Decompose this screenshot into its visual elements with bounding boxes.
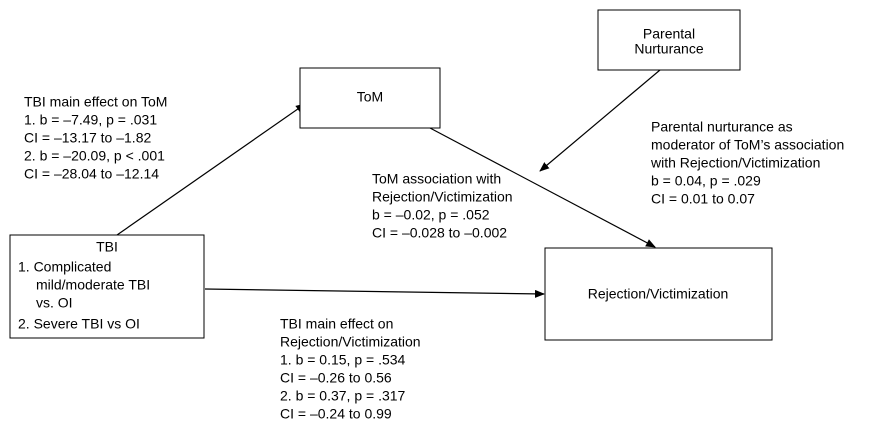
- node-label: Nurturance: [634, 41, 703, 57]
- annotation-line: ToM association with: [372, 171, 501, 187]
- annotation-line: moderator of ToM’s association: [651, 137, 844, 153]
- annotation-line: b = 0.04, p = .029: [651, 173, 761, 189]
- annotation-line: b = –0.02, p = .052: [372, 207, 490, 223]
- arrow: [116, 103, 306, 236]
- annotation-line: CI = –0.028 to –0.002: [372, 225, 507, 241]
- node-box: [9, 234, 205, 339]
- annotation-line: 1. b = 0.15, p = .534: [280, 352, 406, 368]
- arrow: [539, 69, 661, 172]
- arrow: [204, 288, 545, 298]
- node-label: Parental: [643, 26, 695, 42]
- node-item: mild/moderate TBI: [36, 277, 150, 293]
- arrow: [429, 127, 656, 248]
- node-item: 2. Severe TBI vs OI: [18, 316, 140, 332]
- node-box: [299, 67, 441, 129]
- annotation-line: CI = –13.17 to –1.82: [24, 130, 151, 146]
- annotation-line: 1. b = –7.49, p = .031: [24, 112, 157, 128]
- annotation-line: Rejection/Victimization: [280, 334, 421, 350]
- annotation-line: CI = 0.01 to 0.07: [651, 191, 755, 207]
- annotation-line: 2. b = –20.09, p < .001: [24, 148, 165, 164]
- annotation-line: Parental nurturance as: [651, 119, 793, 135]
- annotation-line: TBI main effect on ToM: [24, 94, 167, 110]
- node-box: [597, 9, 741, 71]
- annotation-line: with Rejection/Victimization: [650, 155, 820, 171]
- annotation-line: 2. b = 0.37, p = .317: [280, 388, 406, 404]
- annotation-line: CI = –28.04 to –12.14: [24, 166, 159, 182]
- node-item: vs. OI: [36, 295, 73, 311]
- node-item: 1. Complicated: [18, 259, 111, 275]
- node-label: ToM: [357, 89, 383, 105]
- annotation-line: CI = –0.26 to 0.56: [280, 370, 392, 386]
- node-label: Rejection/Victimization: [588, 286, 729, 302]
- annotation-line: CI = –0.24 to 0.99: [280, 406, 392, 422]
- node-label: TBI: [96, 239, 118, 255]
- annotation-line: TBI main effect on: [280, 316, 393, 332]
- node-box: [544, 247, 773, 341]
- annotation-line: Rejection/Victimization: [372, 189, 513, 205]
